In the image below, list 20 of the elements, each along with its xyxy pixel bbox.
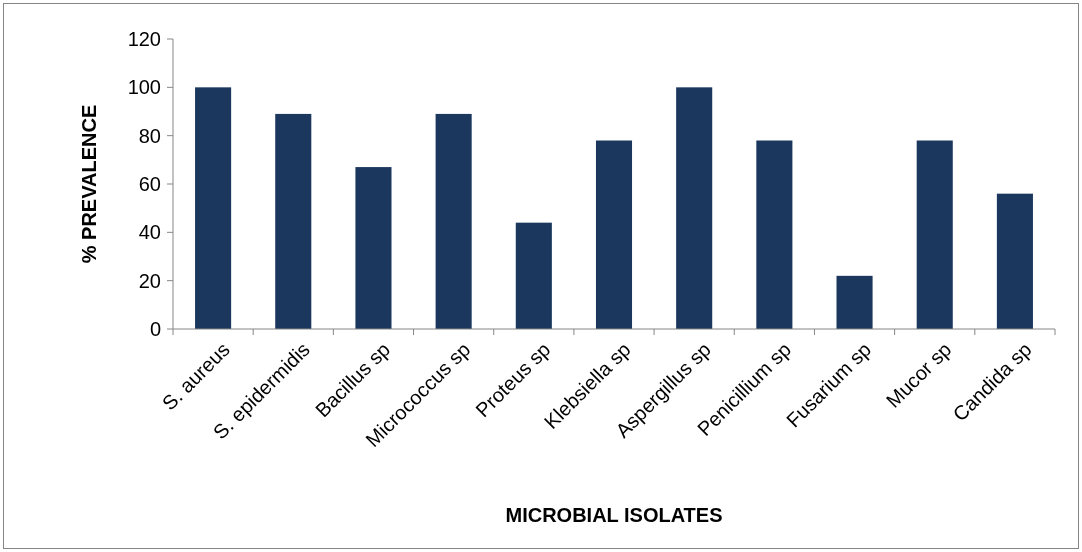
- bar: [275, 113, 312, 329]
- x-axis-title: MICROBIAL ISOLATES: [505, 504, 723, 526]
- bar: [676, 87, 713, 329]
- bar: [756, 140, 793, 329]
- y-tick-label: 40: [138, 221, 161, 244]
- bar: [595, 140, 633, 329]
- bar: [996, 193, 1033, 329]
- y-tick-label: 0: [149, 318, 161, 340]
- y-axis-title: % PREVALENCE: [78, 104, 100, 264]
- bar: [836, 275, 873, 329]
- y-tick-label: 20: [138, 269, 161, 292]
- y-tick-label: 60: [138, 173, 161, 195]
- bar: [916, 140, 953, 329]
- bar: [435, 113, 472, 329]
- bar: [355, 167, 392, 329]
- bar: [515, 222, 552, 329]
- bar: [195, 87, 232, 329]
- y-tick-label: 120: [127, 28, 161, 50]
- y-tick-label: 100: [127, 76, 161, 99]
- y-tick-label: 80: [138, 124, 161, 147]
